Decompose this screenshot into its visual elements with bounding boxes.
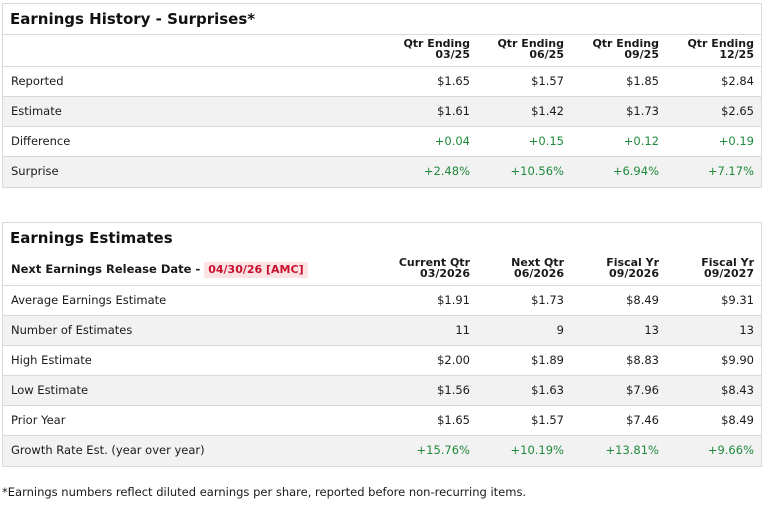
surprises-header-row: Qtr Ending 03/25 Qtr Ending 06/25 Qtr Endi… [3,35,761,67]
table-cell: $1.57 [531,413,564,427]
table-cell: $8.49 [721,413,754,427]
table-cell: $1.61 [437,104,470,118]
table-cell: +0.15 [528,134,564,148]
next-release-date-badge: 04/30/26 [AMC] [204,262,308,278]
table-cell: $1.42 [531,104,564,118]
table-cell: $1.73 [531,293,564,307]
table-row: Estimate $1.61 $1.42 $1.73 $2.65 [3,97,761,127]
next-release-label: Next Earnings Release Date -04/30/26 [AM… [11,254,308,284]
table-cell: +0.19 [718,134,754,148]
column-header: Current Qtr 03/2026 [398,256,470,280]
table-cell: $8.43 [721,383,754,397]
table-cell: $1.85 [626,74,659,88]
column-header: Qtr Ending 06/25 [497,37,564,61]
table-cell: 13 [644,323,659,337]
table-cell: +13.81% [605,443,660,457]
row-label: Difference [11,134,71,148]
table-cell: $1.57 [531,74,564,88]
table-row: Difference +0.04 +0.15 +0.12 +0.19 [3,127,761,157]
table-cell: +0.12 [623,134,659,148]
estimates-title: Earnings Estimates [10,229,173,247]
column-header: Qtr Ending 03/25 [403,37,470,61]
row-label: Growth Rate Est. (year over year) [11,443,205,457]
earnings-estimates-panel: Earnings Estimates Next Earnings Release… [2,222,762,467]
row-label: Number of Estimates [11,323,133,337]
table-cell: $1.73 [626,104,659,118]
column-header: Fiscal Yr 09/2027 [701,256,754,280]
table-cell: +10.19% [510,443,565,457]
table-cell: $9.31 [721,293,754,307]
table-row: Growth Rate Est. (year over year) +15.76… [3,436,761,466]
table-cell: +15.76% [416,443,471,457]
row-label: Low Estimate [11,383,89,397]
table-row: Reported $1.65 $1.57 $1.85 $2.84 [3,67,761,97]
row-label: Average Earnings Estimate [11,293,167,307]
footnote: *Earnings numbers reflect diluted earnin… [2,485,527,499]
row-label: Estimate [11,104,62,118]
table-cell: +10.56% [510,164,565,178]
table-cell: $1.89 [531,353,564,367]
table-row: Prior Year $1.65 $1.57 $7.46 $8.49 [3,406,761,436]
table-row: Number of Estimates 11 9 13 13 [3,316,761,346]
table-cell: $1.56 [437,383,470,397]
table-cell: $8.49 [626,293,659,307]
table-cell: $2.65 [721,104,754,118]
table-cell: $2.84 [721,74,754,88]
table-cell: $9.90 [721,353,754,367]
table-row: Surprise +2.48% +10.56% +6.94% +7.17% [3,157,761,187]
table-cell: +6.94% [612,164,659,178]
table-row: Average Earnings Estimate $1.91 $1.73 $8… [3,286,761,316]
table-cell: +9.66% [707,443,754,457]
earnings-surprises-panel: Earnings History - Surprises* Qtr Ending… [2,3,762,188]
row-label: Prior Year [11,413,66,427]
table-cell: $1.65 [437,413,470,427]
column-header: Qtr Ending 12/25 [687,37,754,61]
surprises-title: Earnings History - Surprises* [3,4,761,35]
table-cell: +2.48% [423,164,470,178]
table-cell: $1.65 [437,74,470,88]
table-cell: $1.91 [437,293,470,307]
row-label: High Estimate [11,353,92,367]
table-row: Low Estimate $1.56 $1.63 $7.96 $8.43 [3,376,761,406]
table-cell: $1.63 [531,383,564,397]
table-cell: 11 [455,323,470,337]
column-header: Next Qtr 06/2026 [511,256,564,280]
table-cell: $7.46 [626,413,659,427]
table-cell: $2.00 [437,353,470,367]
row-label: Reported [11,74,64,88]
table-cell: +0.04 [434,134,470,148]
table-cell: 13 [739,323,754,337]
table-row: High Estimate $2.00 $1.89 $8.83 $9.90 [3,346,761,376]
table-cell: $8.83 [626,353,659,367]
column-header: Qtr Ending 09/25 [592,37,659,61]
table-cell: $7.96 [626,383,659,397]
table-cell: 9 [556,323,564,337]
estimates-header-row: Next Earnings Release Date -04/30/26 [AM… [3,254,761,286]
table-cell: +7.17% [707,164,754,178]
row-label: Surprise [11,164,59,178]
next-release-text: Next Earnings Release Date - [11,262,201,276]
column-header: Fiscal Yr 09/2026 [606,256,659,280]
